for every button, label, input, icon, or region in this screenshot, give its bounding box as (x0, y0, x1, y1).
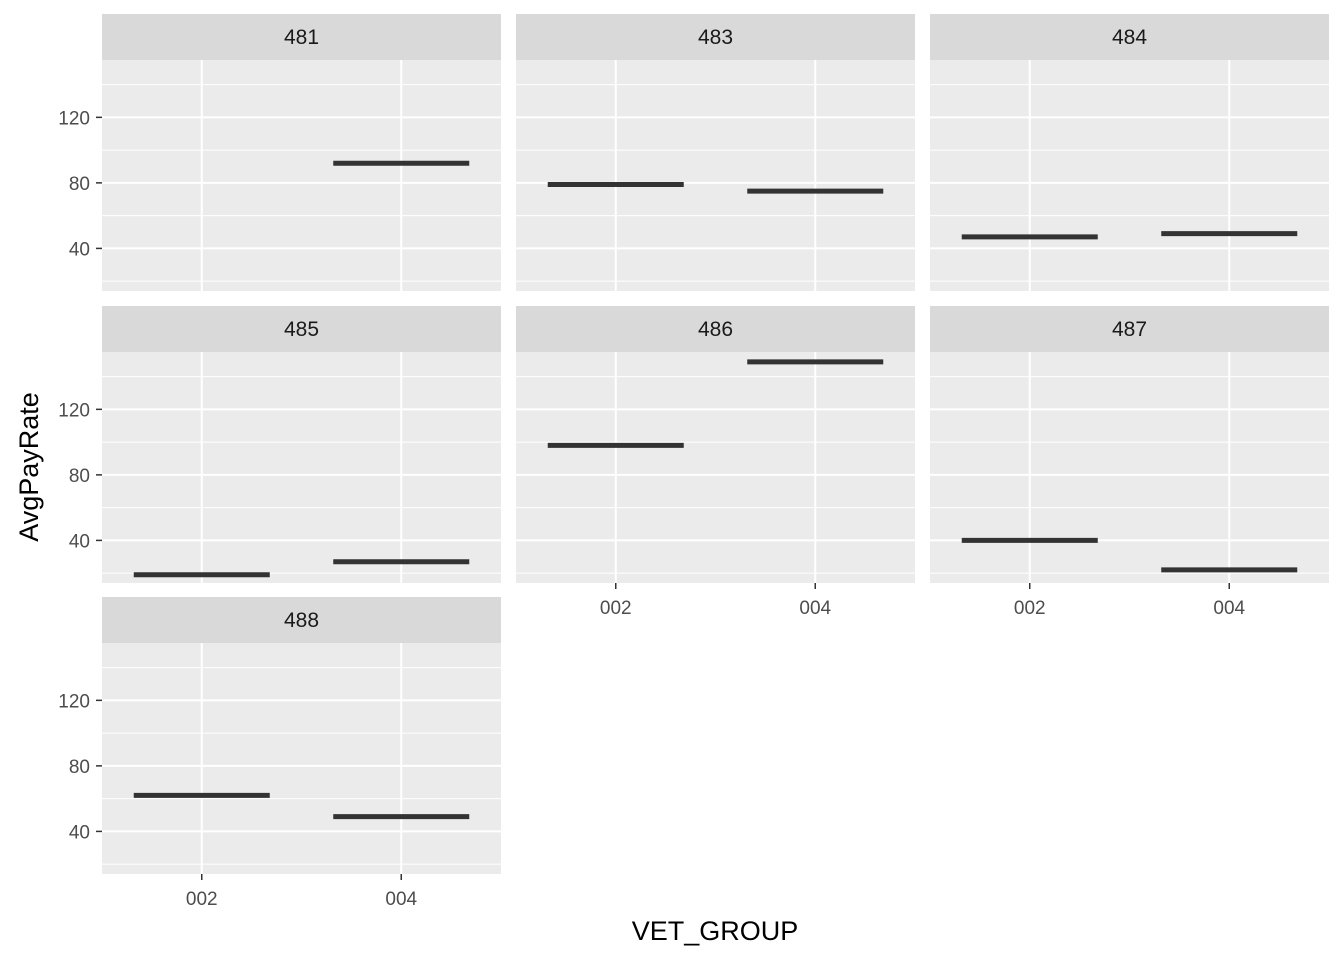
facet-strip-label: 488 (284, 609, 319, 632)
x-axis-title: VET_GROUP (632, 916, 799, 946)
panel-background (930, 352, 1329, 583)
facet-panel-485: 485 40 80 120 (58, 306, 501, 583)
y-tick-label: 80 (69, 757, 90, 778)
x-tick-label: 004 (1213, 598, 1245, 619)
y-tick-label: 120 (58, 108, 90, 129)
panel-background (102, 643, 501, 874)
facet-strip (102, 597, 501, 643)
y-tick-label: 120 (58, 691, 90, 712)
facet-panel-487: 487 002 004 (930, 306, 1329, 619)
panel-background (516, 60, 915, 291)
facet-strip-label: 481 (284, 26, 319, 49)
y-axis-title: AvgPayRate (14, 392, 44, 542)
y-tick-label: 40 (69, 531, 90, 552)
facet-strip (516, 306, 915, 352)
x-tick-label: 002 (1014, 598, 1046, 619)
facet-strip (930, 306, 1329, 352)
facet-strip (930, 14, 1329, 60)
facet-strip-label: 483 (698, 26, 733, 49)
facet-strip-label: 486 (698, 318, 733, 341)
facet-panel-483: 483 (516, 14, 915, 291)
facet-panel-486: 486 002 004 (516, 306, 915, 619)
facet-panel-481: 481 40 80 120 (58, 14, 501, 291)
facet-strip-label: 485 (284, 318, 319, 341)
panel-background (102, 352, 501, 583)
y-tick-label: 80 (69, 466, 90, 487)
y-tick-label: 40 (69, 239, 90, 260)
x-tick-label: 002 (600, 598, 632, 619)
y-tick-label: 120 (58, 400, 90, 421)
facet-strip (102, 306, 501, 352)
y-tick-label: 40 (69, 822, 90, 843)
x-tick-label: 004 (799, 598, 831, 619)
facet-strip (516, 14, 915, 60)
facet-strip (102, 14, 501, 60)
panel-background (102, 60, 501, 291)
facet-panel-488: 488 40 80 120 002 004 (58, 597, 501, 910)
facet-strip-label: 484 (1112, 26, 1147, 49)
facet-panel-484: 484 (930, 14, 1329, 291)
panel-background (930, 60, 1329, 291)
x-tick-label: 002 (186, 889, 218, 910)
panel-background (516, 352, 915, 583)
facet-strip-label: 487 (1112, 318, 1147, 341)
x-tick-label: 004 (385, 889, 417, 910)
y-tick-label: 80 (69, 174, 90, 195)
